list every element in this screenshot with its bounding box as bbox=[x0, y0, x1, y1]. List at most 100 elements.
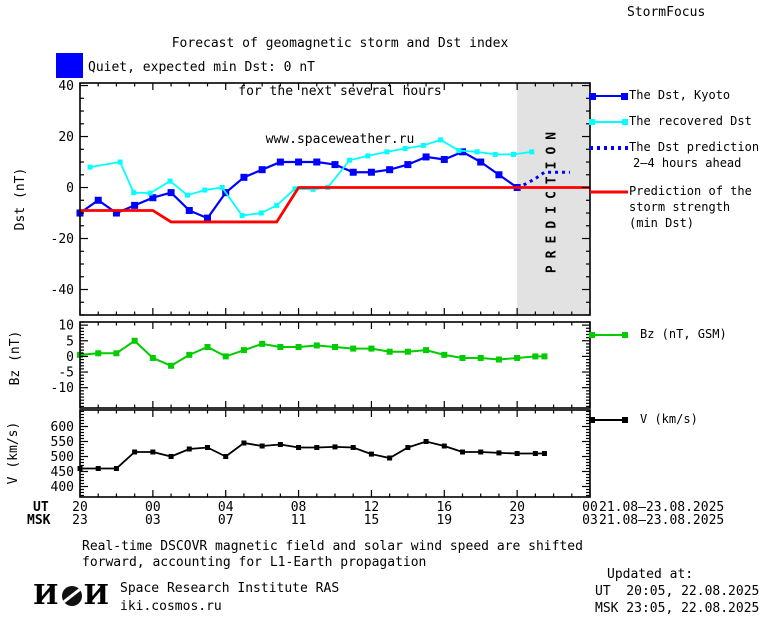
series-bz-marker bbox=[240, 347, 247, 354]
prediction-band-label: PREDICTION bbox=[545, 125, 560, 273]
series-bz-marker bbox=[441, 351, 448, 358]
series-recovered-dst-marker bbox=[347, 157, 353, 163]
updated-at-msk: MSK 23:05, 22.08.2025 bbox=[595, 601, 760, 616]
series-bz bbox=[79, 339, 545, 367]
series-v-marker bbox=[314, 445, 320, 450]
series-dst-kyoto-marker bbox=[240, 173, 248, 181]
ut-tick-label: 08 bbox=[291, 500, 307, 515]
legend-label-dst-prediction-2: 2–4 hours ahead bbox=[633, 156, 742, 170]
series-recovered-dst-marker bbox=[310, 186, 316, 192]
series-v-marker bbox=[132, 449, 138, 455]
v-ytick-label: 400 bbox=[51, 480, 74, 495]
ut-tick-label: 20 bbox=[509, 500, 525, 515]
series-bz-marker bbox=[459, 354, 466, 361]
dst-ytick-label: 20 bbox=[58, 130, 74, 145]
series-bz-marker bbox=[313, 342, 320, 349]
v-ytick-label: 500 bbox=[51, 450, 74, 465]
series-recovered-dst-marker bbox=[420, 142, 426, 148]
msk-date-range: 21.08–23.08.2025 bbox=[599, 513, 724, 528]
series-bz-marker bbox=[277, 344, 284, 351]
storm-level-swatch bbox=[56, 53, 83, 78]
series-bz-marker bbox=[332, 344, 338, 351]
series-dst-kyoto-marker bbox=[495, 171, 503, 179]
legend-marker-dst-kyoto bbox=[589, 93, 628, 100]
series-recovered-dst-marker bbox=[292, 186, 298, 192]
msk-tick-label: 15 bbox=[364, 513, 380, 528]
ut-date-range: 21.08–23.08.2025 bbox=[599, 500, 724, 515]
legend-label-storm-3: (min Dst) bbox=[629, 216, 695, 230]
series-v-marker bbox=[168, 454, 174, 459]
series-v-marker bbox=[95, 466, 101, 471]
series-bz-marker bbox=[477, 354, 484, 361]
legend-marker-v bbox=[589, 417, 628, 423]
series-recovered-dst-marker bbox=[529, 149, 535, 155]
bz-ytick-label: 10 bbox=[58, 319, 74, 334]
ut-tick-label: 20 bbox=[72, 500, 88, 515]
series-v-marker bbox=[277, 442, 283, 447]
series-bz-marker bbox=[186, 351, 193, 358]
series-bz-marker bbox=[495, 356, 502, 363]
series-v-marker bbox=[350, 445, 356, 450]
iki-logo: И И bbox=[33, 580, 110, 611]
series-bz-marker bbox=[95, 350, 102, 357]
series-dst-kyoto-marker bbox=[276, 158, 284, 166]
series-v-marker bbox=[460, 449, 465, 455]
msk-row-label: MSK bbox=[27, 513, 51, 528]
series-dst-kyoto-marker bbox=[131, 201, 139, 209]
series-bz-marker bbox=[222, 353, 229, 360]
legend-label-storm-2: storm strength bbox=[629, 200, 731, 214]
series-dst-kyoto-marker bbox=[404, 161, 412, 169]
series-bz-marker bbox=[113, 350, 120, 357]
series-v-marker bbox=[368, 451, 374, 457]
legend-marker-recovered-dst bbox=[589, 119, 628, 125]
footer-note-1: Real-time DSCOVR magnetic field and sola… bbox=[82, 539, 583, 554]
time-axis-labels: 20 00 04 08 12 16 20 00 23 03 07 11 15 19 23 03 bbox=[72, 500, 598, 528]
series-dst-kyoto-marker bbox=[167, 189, 175, 197]
series-bz-marker bbox=[131, 337, 138, 344]
ut-tick-label: 00 bbox=[145, 500, 161, 515]
series-dst-kyoto-marker bbox=[331, 161, 339, 169]
v-ytick-label: 600 bbox=[51, 420, 74, 435]
series-dst-kyoto-marker bbox=[367, 168, 375, 176]
series-dst-kyoto-marker bbox=[349, 168, 357, 176]
series-dst-kyoto-marker bbox=[112, 209, 120, 217]
series-bz-marker bbox=[204, 344, 211, 351]
series-v-marker bbox=[332, 444, 338, 450]
series-bz-marker bbox=[541, 353, 548, 360]
institute-site-url: iki.cosmos.ru bbox=[120, 599, 222, 614]
series-dst-kyoto-marker bbox=[258, 166, 266, 174]
title-line-1: Forecast of geomagnetic storm and Dst in… bbox=[171, 36, 509, 51]
msk-tick-label: 03 bbox=[582, 513, 598, 528]
msk-tick-label: 11 bbox=[291, 513, 307, 528]
series-v-marker bbox=[514, 451, 520, 456]
series-storm-strength bbox=[80, 186, 590, 224]
msk-tick-label: 23 bbox=[509, 513, 525, 528]
series-recovered-dst-marker bbox=[384, 149, 390, 155]
bz-frame bbox=[79, 321, 591, 409]
series-recovered-dst-marker bbox=[274, 202, 280, 208]
bz-axis-title: Bz (nT) bbox=[8, 330, 23, 386]
series-v-marker bbox=[541, 451, 547, 456]
series-bz-marker bbox=[386, 348, 393, 355]
series-v-marker bbox=[113, 466, 119, 471]
dst-ytick-label: 0 bbox=[66, 181, 74, 196]
legend-label-dst-prediction-1: The Dst prediction bbox=[629, 140, 760, 154]
series-bz-marker bbox=[514, 354, 521, 361]
series-recovered-dst-marker bbox=[258, 210, 264, 216]
v-ytick-label: 550 bbox=[51, 435, 74, 450]
storm-level-text: Quiet, expected min Dst: 0 nT bbox=[88, 60, 315, 75]
series-v-marker bbox=[296, 445, 302, 450]
updated-at-ut: UT 20:05, 22.08.2025 bbox=[595, 584, 760, 599]
ut-tick-label: 12 bbox=[364, 500, 380, 515]
series-v-marker bbox=[405, 445, 411, 450]
series-v-marker bbox=[205, 445, 210, 450]
series-v-marker bbox=[150, 449, 156, 455]
series-dst-kyoto-marker bbox=[386, 166, 394, 174]
series-v-marker bbox=[223, 454, 229, 459]
ut-tick-label: 04 bbox=[218, 500, 234, 515]
series-dst-kyoto-marker bbox=[204, 214, 211, 222]
legend-label-v: V (km/s) bbox=[640, 412, 698, 426]
bz-ytick-label: 0 bbox=[66, 350, 74, 365]
series-v-marker bbox=[186, 446, 192, 452]
